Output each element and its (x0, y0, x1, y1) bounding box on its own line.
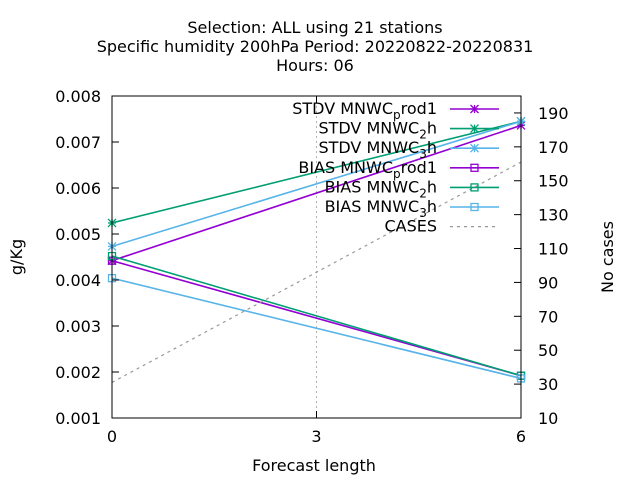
axis-ticks: 0 3 6 0.001 0.002 0.003 0.004 0.005 0.006 0.007 0.… (55, 87, 568, 446)
legend-label: STDV MNWC2h (318, 119, 437, 142)
y-tick-label: 0.004 (55, 271, 101, 290)
x-axis-label: Forecast length (252, 456, 376, 475)
title-line-3: Hours: 06 (276, 56, 354, 75)
y2-tick-label: 170 (538, 138, 569, 157)
series-line (111, 124, 522, 262)
legend-label: BIAS MNWCprod1 (298, 158, 437, 181)
y-tick-label: 0.007 (55, 133, 101, 152)
y-tick-label: 0.002 (55, 363, 101, 382)
y2-axis-label: No cases (598, 221, 617, 293)
y-axis-label: g/Kg (7, 239, 26, 275)
x-tick-label: 0 (107, 427, 117, 446)
y2-tick-label: 130 (538, 206, 569, 225)
y2-tick-label: 190 (538, 104, 569, 123)
legend-label: STDV MNWC3h (318, 138, 437, 161)
legend-marker (470, 143, 479, 153)
legend-marker (470, 202, 479, 212)
y-tick-label: 0.001 (55, 409, 101, 428)
y-tick-label: 0.008 (55, 87, 101, 106)
x-tick-label: 3 (311, 427, 321, 446)
y2-tick-label: 50 (538, 341, 558, 360)
legend-marker (470, 104, 479, 114)
series-line (111, 255, 522, 377)
y2-tick-label: 110 (538, 240, 569, 259)
legend-marker (470, 183, 479, 192)
legend-label: CASES (384, 217, 437, 236)
series-line (111, 120, 522, 224)
legend-marker (470, 163, 479, 172)
y2-tick-label: 150 (538, 172, 569, 191)
chart-title: Selection: ALL using 21 stations Specifi… (97, 18, 534, 75)
legend-label: BIAS MNWC3h (325, 197, 437, 220)
y2-tick-label: 30 (538, 375, 558, 394)
title-line-2: Specific humidity 200hPa Period: 2022082… (97, 37, 534, 56)
x-tick-label: 6 (516, 427, 526, 446)
legend-label: BIAS MNWC2h (325, 177, 437, 200)
y-tick-label: 0.005 (55, 225, 101, 244)
series-line (111, 161, 522, 383)
y2-tick-label: 10 (538, 409, 558, 428)
series-line (111, 120, 522, 248)
title-line-1: Selection: ALL using 21 stations (187, 18, 442, 37)
y-tick-label: 0.006 (55, 179, 101, 198)
legend-marker (470, 124, 479, 134)
legend-label: STDV MNWCprod1 (292, 99, 437, 122)
series-line (111, 277, 522, 380)
y2-tick-label: 90 (538, 273, 558, 292)
y-tick-label: 0.003 (55, 317, 101, 336)
y2-tick-label: 70 (538, 307, 558, 326)
